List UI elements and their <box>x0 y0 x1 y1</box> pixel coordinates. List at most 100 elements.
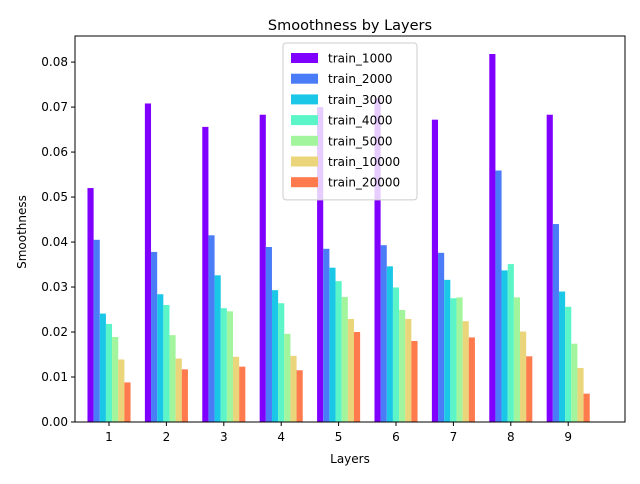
y-tick-label: 0.05 <box>41 190 68 204</box>
bar-train_5000-layer-9 <box>571 343 578 422</box>
y-axis-label: Smoothness <box>15 195 29 269</box>
bar-train_5000-layer-2 <box>169 335 176 422</box>
bar-train_20000-layer-2 <box>181 369 188 422</box>
bar-train_3000-layer-5 <box>329 267 336 422</box>
legend: train_1000 train_2000 train_3000 train_4000… <box>282 42 418 201</box>
bar-train_1000-layer-6 <box>374 98 381 422</box>
x-tick-label: 8 <box>507 430 515 444</box>
legend-label-train_1000: train_1000 <box>328 52 392 66</box>
plot-frame <box>74 35 626 423</box>
y-tick-label: 0.03 <box>41 280 68 294</box>
legend-label-train_4000: train_4000 <box>328 114 392 128</box>
legend-label-train_10000: train_10000 <box>328 155 400 169</box>
bar-train_4000-layer-4 <box>278 303 285 422</box>
bar-train_3000-layer-6 <box>386 266 393 422</box>
legend-swatch-train_5000 <box>291 135 318 146</box>
bar-train_20000-layer-8 <box>526 356 533 422</box>
bar-train_5000-layer-8 <box>513 297 521 422</box>
legend-swatch-train_4000 <box>291 115 318 126</box>
y-tick-label: 0.07 <box>41 100 68 114</box>
bar-train_10000-layer-3 <box>233 356 240 422</box>
bar-train_4000-layer-3 <box>220 308 227 422</box>
bar-train_1000-layer-8 <box>489 54 496 422</box>
bar-train_2000-layer-5 <box>323 248 330 422</box>
bar-train_10000-layer-8 <box>520 331 527 422</box>
bar-train_20000-layer-1 <box>124 382 131 422</box>
bar-train_5000-layer-1 <box>112 336 119 422</box>
x-axis-label: Layers <box>330 452 370 466</box>
bar-train_5000-layer-6 <box>399 309 406 422</box>
bar-train_4000-layer-6 <box>392 287 400 422</box>
y-tick-label: 0.00 <box>41 415 68 429</box>
legend-swatch-train_3000 <box>291 94 318 105</box>
y-tick-label: 0.02 <box>41 325 68 339</box>
bar-train_3000-layer-7 <box>444 279 451 422</box>
bar-train_20000-layer-4 <box>296 370 303 422</box>
bar-train_5000-layer-3 <box>226 311 234 422</box>
bar-train_4000-layer-7 <box>450 298 457 422</box>
legend-label-train_5000: train_5000 <box>328 134 392 148</box>
bar-train_5000-layer-7 <box>456 297 463 422</box>
bar-train_10000-layer-1 <box>118 359 125 422</box>
x-tick-label: 5 <box>335 430 343 444</box>
bar-train_2000-layer-4 <box>265 247 272 422</box>
legend-swatch-train_2000 <box>291 73 318 84</box>
bar-train_3000-layer-9 <box>558 291 566 422</box>
bar-train_1000-layer-5 <box>317 107 324 422</box>
y-tick-label: 0.04 <box>41 235 68 249</box>
bar-train_1000-layer-2 <box>144 103 152 422</box>
bar-train_3000-layer-2 <box>157 294 164 422</box>
bar-train_3000-layer-4 <box>271 290 279 422</box>
bar-train_4000-layer-2 <box>163 305 170 422</box>
bar-train_2000-layer-7 <box>438 252 445 422</box>
bar-train_2000-layer-9 <box>552 224 559 422</box>
bar-train_4000-layer-1 <box>105 323 113 422</box>
bar-train_4000-layer-9 <box>565 306 572 422</box>
x-tick-label: 2 <box>163 430 171 444</box>
bar-train_5000-layer-4 <box>284 333 291 422</box>
bar-train_10000-layer-7 <box>462 321 469 422</box>
bar-train_4000-layer-8 <box>507 264 514 422</box>
bar-train_2000-layer-2 <box>151 251 158 422</box>
bar-train_1000-layer-3 <box>202 126 209 422</box>
x-tick-label: 1 <box>105 430 113 444</box>
bar-train_2000-layer-8 <box>495 170 502 422</box>
bar-train_1000-layer-1 <box>87 188 94 422</box>
bar-train_2000-layer-6 <box>380 245 387 422</box>
x-tick-label: 6 <box>392 430 400 444</box>
x-tick-label: 9 <box>564 430 572 444</box>
bar-train_1000-layer-9 <box>546 114 553 422</box>
bar-train_3000-layer-1 <box>99 313 106 422</box>
bar-train_3000-layer-3 <box>214 275 221 422</box>
legend-label-train_3000: train_3000 <box>328 93 392 107</box>
bar-train_2000-layer-1 <box>93 239 100 422</box>
x-tick-label: 4 <box>277 430 285 444</box>
bar-train_20000-layer-7 <box>468 337 475 422</box>
bar-train_2000-layer-3 <box>208 235 215 422</box>
bar-train_10000-layer-9 <box>577 368 584 422</box>
legend-label-train_2000: train_2000 <box>328 72 392 86</box>
bar-train_3000-layer-8 <box>501 270 508 422</box>
bar-train_4000-layer-5 <box>335 281 342 422</box>
legend-swatch-train_20000 <box>291 177 318 188</box>
bar-train_10000-layer-6 <box>405 318 412 422</box>
y-tick-label: 0.08 <box>41 55 68 69</box>
chart-title: Smoothness by Layers <box>268 18 432 34</box>
bar-train_10000-layer-4 <box>290 355 297 422</box>
x-tick-label: 7 <box>450 430 458 444</box>
bars-group <box>87 54 590 423</box>
bar-train_10000-layer-5 <box>347 318 354 422</box>
legend-swatch-train_1000 <box>291 53 318 63</box>
bar-train_20000-layer-5 <box>353 332 361 422</box>
bar-train_1000-layer-7 <box>431 119 439 423</box>
bar-train_5000-layer-5 <box>341 296 348 422</box>
x-tick-label: 3 <box>220 430 228 444</box>
axes-group: 0.00 0.01 0.02 0.03 0.04 0.05 0.06 0.07 0.08 1 2 3 4… <box>41 35 626 444</box>
y-tick-label: 0.01 <box>41 370 68 384</box>
bar-train_10000-layer-2 <box>175 358 182 422</box>
bar-train_20000-layer-6 <box>411 341 418 422</box>
bar-train_1000-layer-4 <box>259 114 266 422</box>
bar-train_20000-layer-3 <box>239 366 246 422</box>
